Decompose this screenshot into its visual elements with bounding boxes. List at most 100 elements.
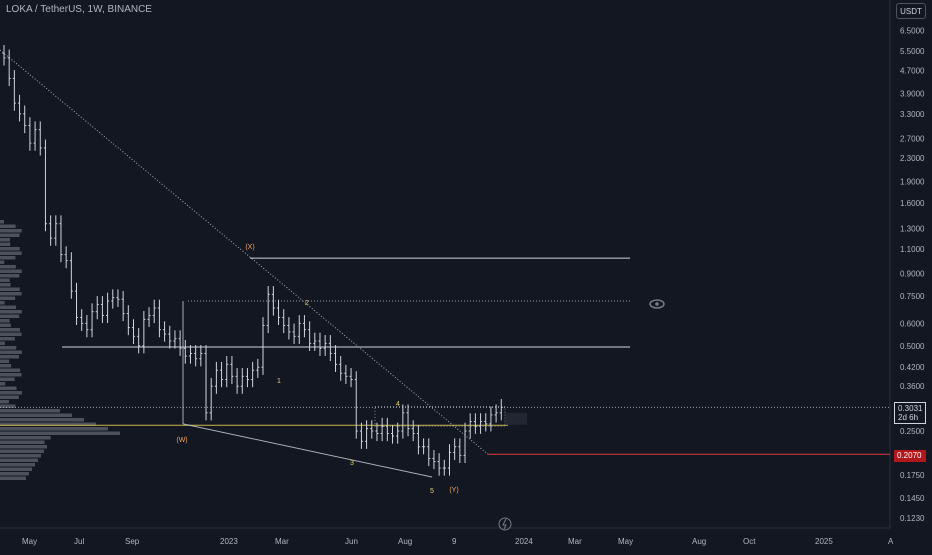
- wave-label: 3: [350, 460, 354, 467]
- volume-profile-bar: [0, 292, 22, 296]
- y-tick-label: 0.3600: [900, 382, 925, 391]
- volume-profile-bar: [0, 377, 15, 381]
- volume-profile-bar: [0, 436, 51, 440]
- x-tick-label: 9: [452, 537, 457, 546]
- y-tick-label: 6.5000: [900, 26, 925, 35]
- volume-profile-bar: [0, 256, 16, 260]
- volume-profile-bar: [0, 319, 10, 323]
- y-tick-label: 4.7000: [900, 66, 925, 75]
- volume-profile-bar: [0, 278, 10, 282]
- wave-label: (W): [176, 437, 187, 444]
- volume-profile-bar: [0, 359, 10, 363]
- volume-profile-bar: [0, 350, 22, 354]
- y-tick-label: 0.9000: [900, 270, 925, 279]
- volume-profile-bar: [0, 224, 16, 228]
- volume-profile-bar: [0, 242, 11, 246]
- volume-profile-bar: [0, 283, 11, 287]
- y-tick-label: 3.3000: [900, 110, 925, 119]
- y-tick-label: 0.7500: [900, 292, 925, 301]
- volume-profile-bar: [0, 296, 16, 300]
- x-tick-label: 2023: [220, 537, 238, 546]
- volume-profile-bar: [0, 458, 38, 462]
- countdown: 2d 6h: [898, 413, 919, 422]
- volume-profile-bar: [0, 409, 60, 413]
- current-price-value: 0.3031: [898, 404, 923, 413]
- y-tick-label: 0.1230: [900, 514, 925, 523]
- eye-icon-pupil: [655, 302, 659, 306]
- wave-label: 4: [396, 401, 400, 408]
- volume-profile-bar: [0, 368, 21, 372]
- volume-profile-bar: [0, 301, 5, 305]
- volume-profile-bar: [0, 422, 96, 426]
- y-tick-label: 0.6000: [900, 319, 925, 328]
- wave-label: (Y): [449, 487, 458, 494]
- volume-profile-bar: [0, 251, 22, 255]
- x-tick-label: Mar: [568, 537, 582, 546]
- x-tick-label: 2025: [815, 537, 833, 546]
- volume-profile-bar: [0, 454, 41, 458]
- volume-profile-bar: [0, 220, 4, 224]
- x-tick-label: Aug: [398, 537, 412, 546]
- x-tick-label: Aug: [692, 537, 706, 546]
- volume-profile-bar: [0, 238, 11, 242]
- volume-profile-bar: [0, 260, 5, 264]
- y-tick-label: 1.1000: [900, 245, 925, 254]
- volume-profile-bar: [0, 346, 17, 350]
- descending-trendline: [0, 49, 489, 455]
- y-tick-label: 0.5000: [900, 342, 925, 351]
- level-price-tag: 0.2070: [894, 450, 926, 462]
- wave-label: 5: [430, 488, 434, 495]
- volume-profile-bar: [0, 476, 26, 480]
- volume-profile-bar: [0, 418, 84, 422]
- lightning-icon: [498, 517, 512, 531]
- y-tick-label: 1.9000: [900, 178, 925, 187]
- volume-profile-bar: [0, 269, 22, 273]
- volume-profile-bar: [0, 233, 20, 237]
- volume-profile-bar: [0, 310, 22, 314]
- x-tick-label: May: [22, 537, 37, 546]
- volume-profile-bar: [0, 247, 20, 251]
- volume-profile-bar: [0, 328, 20, 332]
- volume-profile-bar: [0, 472, 29, 476]
- volume-profile-bar: [0, 431, 120, 435]
- y-tick-label: 0.2500: [900, 427, 925, 436]
- volume-profile-bar: [0, 467, 32, 471]
- current-price-box: [505, 412, 527, 425]
- wave-label: (X): [245, 244, 254, 251]
- y-tick-label: 5.5000: [900, 47, 925, 56]
- y-tick-label: 2.7000: [900, 134, 925, 143]
- current-price-tag: 0.3031 2d 6h: [894, 402, 926, 424]
- volume-profile-bar: [0, 373, 22, 377]
- y-tick-label: 2.3000: [900, 154, 925, 163]
- volume-profile-bar: [0, 445, 47, 449]
- volume-profile-bar: [0, 229, 22, 233]
- volume-profile-bar: [0, 274, 20, 278]
- support-trendline: [182, 423, 433, 478]
- lightning-icon-bolt: [502, 518, 507, 530]
- y-tick-label: 1.6000: [900, 199, 925, 208]
- volume-profile-bar: [0, 449, 44, 453]
- eye-icon: [649, 299, 665, 309]
- symbol-title: LOKA / TetherUS, 1W, BINANCE: [6, 4, 152, 15]
- volume-profile-bar: [0, 463, 35, 467]
- volume-profile-bar: [0, 404, 16, 408]
- y-tick-label: 1.3000: [900, 224, 925, 233]
- volume-profile-bar: [0, 337, 15, 341]
- wave-label: 2: [305, 300, 309, 307]
- x-tick-label: A: [888, 537, 894, 546]
- wave-label: 1: [277, 378, 281, 385]
- y-tick-label: 0.1750: [900, 471, 925, 480]
- volume-profile-bar: [0, 413, 72, 417]
- volume-profile-bar: [0, 364, 12, 368]
- currency-button[interactable]: USDT: [896, 3, 926, 19]
- volume-profile-bar: [0, 341, 5, 345]
- volume-profile-bar: [0, 391, 22, 395]
- x-tick-label: May: [618, 537, 633, 546]
- x-tick-label: Jul: [74, 537, 84, 546]
- volume-profile-bar: [0, 400, 9, 404]
- volume-profile-bar: [0, 440, 45, 444]
- y-tick-label: 0.1450: [900, 494, 925, 503]
- x-tick-label: Sep: [125, 537, 140, 546]
